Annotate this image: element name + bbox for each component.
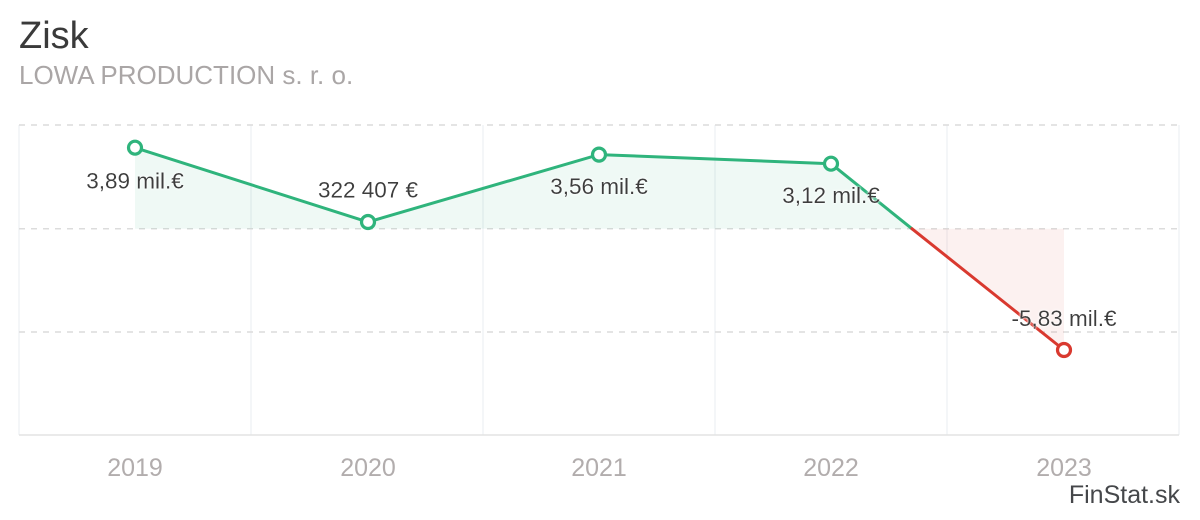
svg-text:3,89 mil.€: 3,89 mil.€ — [86, 169, 184, 194]
svg-text:2023: 2023 — [1036, 454, 1092, 482]
svg-text:322 407 €: 322 407 € — [318, 178, 419, 203]
svg-text:-5,83 mil.€: -5,83 mil.€ — [1011, 306, 1117, 331]
svg-text:2021: 2021 — [571, 454, 627, 482]
svg-text:3,56 mil.€: 3,56 mil.€ — [550, 174, 648, 199]
svg-text:2019: 2019 — [107, 454, 163, 482]
svg-text:2022: 2022 — [803, 454, 859, 482]
svg-text:2020: 2020 — [340, 454, 396, 482]
svg-text:3,12 mil.€: 3,12 mil.€ — [782, 183, 880, 208]
